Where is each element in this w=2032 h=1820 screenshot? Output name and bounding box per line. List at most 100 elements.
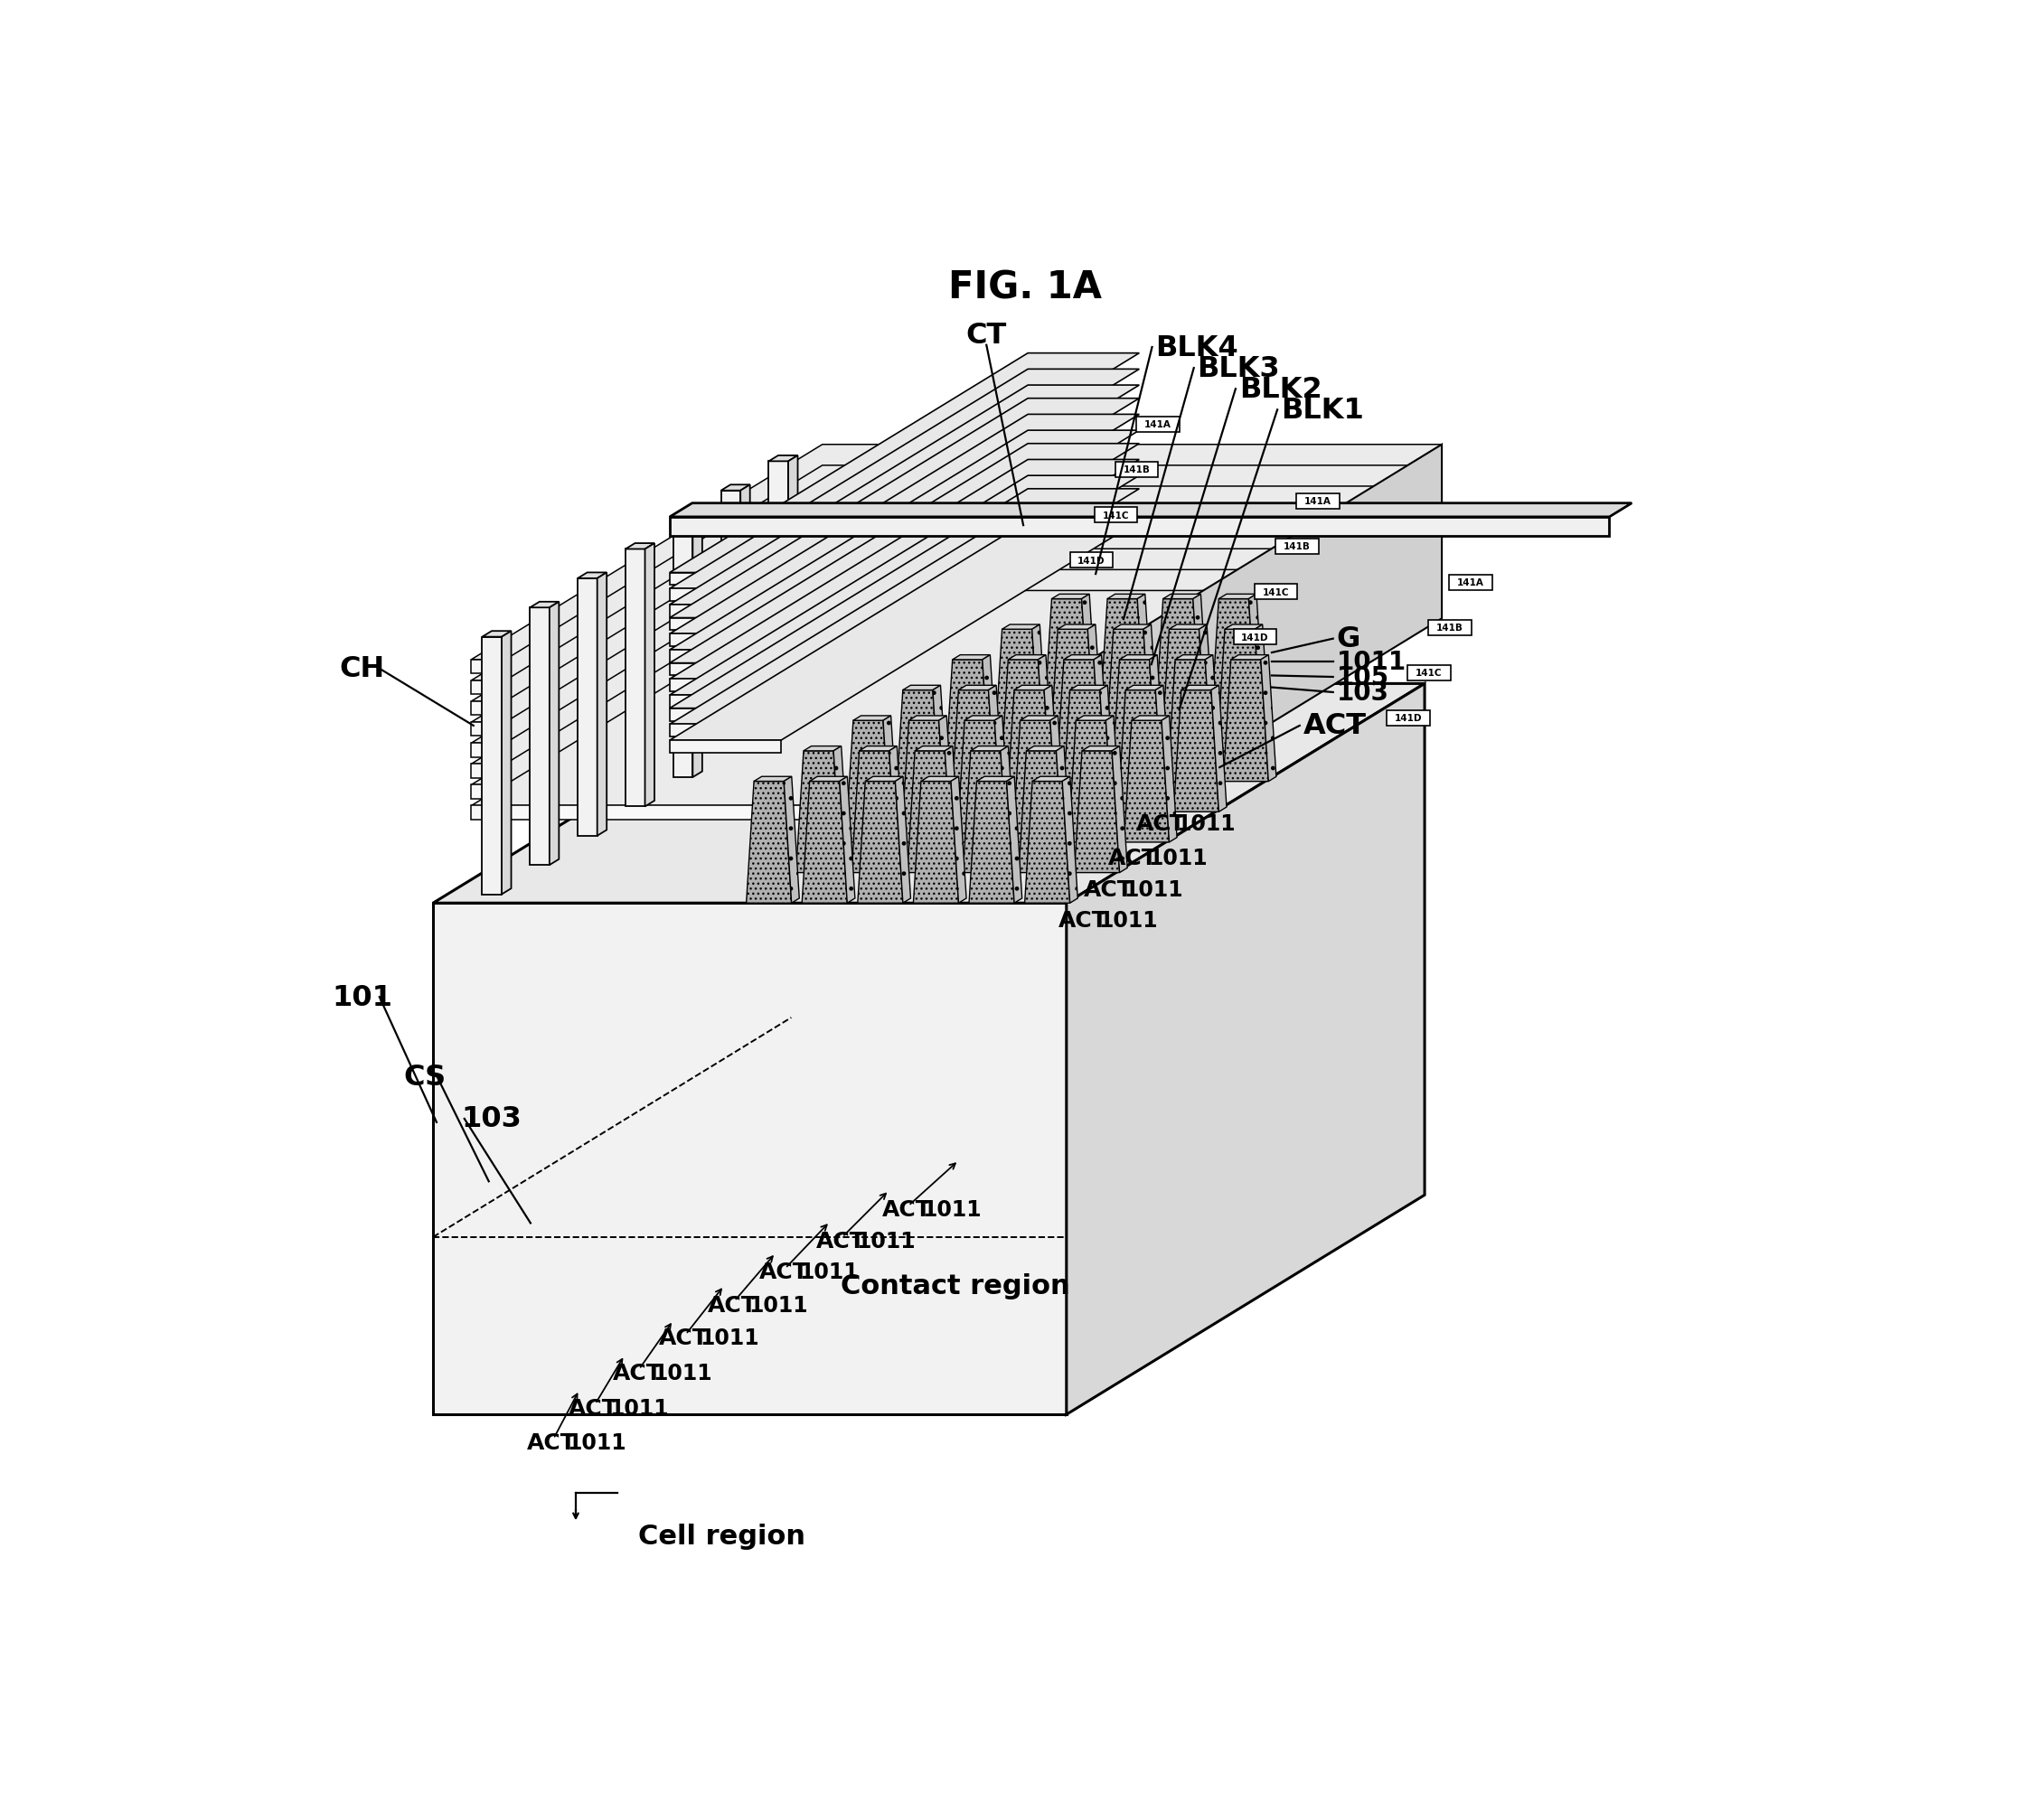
Polygon shape	[471, 744, 1091, 757]
Polygon shape	[1126, 686, 1162, 690]
Polygon shape	[471, 446, 1443, 661]
Text: 141C: 141C	[1416, 668, 1443, 677]
Polygon shape	[951, 777, 967, 903]
Text: 141C: 141C	[1262, 588, 1288, 597]
Text: 141D: 141D	[1394, 713, 1422, 723]
Polygon shape	[549, 602, 559, 866]
Polygon shape	[908, 717, 947, 721]
Polygon shape	[1211, 686, 1227, 812]
Polygon shape	[945, 661, 990, 783]
Polygon shape	[671, 604, 780, 617]
Polygon shape	[1051, 717, 1065, 843]
Bar	[1386, 712, 1431, 726]
Text: 141A: 141A	[1144, 420, 1170, 430]
Polygon shape	[1069, 721, 1114, 843]
Polygon shape	[671, 399, 1140, 619]
Text: ACT: ACT	[1059, 910, 1107, 932]
Polygon shape	[1174, 690, 1219, 812]
Polygon shape	[626, 550, 644, 806]
Polygon shape	[959, 686, 996, 690]
Polygon shape	[530, 602, 559, 608]
Polygon shape	[1063, 777, 1077, 903]
Polygon shape	[1093, 655, 1109, 783]
Polygon shape	[1174, 655, 1213, 661]
Text: ACT: ACT	[658, 1327, 709, 1349]
Bar	[1095, 508, 1138, 522]
Polygon shape	[671, 573, 780, 586]
Text: 105: 105	[1337, 664, 1390, 690]
Polygon shape	[433, 903, 1067, 1414]
Polygon shape	[1044, 599, 1089, 721]
Text: 1011: 1011	[1148, 848, 1207, 870]
Polygon shape	[577, 579, 597, 835]
Polygon shape	[1051, 630, 1095, 752]
Text: BLK1: BLK1	[1280, 397, 1363, 424]
Text: ACT: ACT	[569, 1396, 618, 1418]
Polygon shape	[671, 619, 780, 632]
Polygon shape	[673, 515, 703, 521]
Polygon shape	[746, 783, 792, 903]
Text: 141D: 141D	[1242, 633, 1268, 642]
Polygon shape	[1065, 655, 1101, 661]
Polygon shape	[471, 764, 1091, 779]
Polygon shape	[1057, 661, 1101, 783]
Polygon shape	[471, 570, 1443, 784]
Polygon shape	[502, 632, 512, 895]
Polygon shape	[671, 590, 780, 602]
Bar	[1136, 417, 1179, 433]
Text: 1011: 1011	[567, 1432, 626, 1454]
Polygon shape	[912, 783, 959, 903]
Bar	[1233, 630, 1276, 644]
Polygon shape	[1032, 777, 1071, 783]
Polygon shape	[1231, 655, 1268, 661]
Text: 1011: 1011	[799, 1261, 858, 1283]
Polygon shape	[671, 724, 780, 737]
Text: 103: 103	[461, 1105, 522, 1134]
Polygon shape	[721, 491, 740, 748]
Polygon shape	[671, 664, 780, 675]
Polygon shape	[803, 783, 847, 903]
Text: BLK4: BLK4	[1156, 333, 1237, 362]
Polygon shape	[1059, 624, 1095, 630]
Polygon shape	[1000, 746, 1016, 874]
Polygon shape	[671, 521, 1140, 741]
Text: 1011: 1011	[1124, 879, 1183, 901]
Text: 1011: 1011	[652, 1361, 713, 1383]
Polygon shape	[853, 717, 890, 721]
Polygon shape	[671, 504, 1632, 517]
Polygon shape	[1091, 446, 1443, 834]
Polygon shape	[721, 486, 750, 491]
Polygon shape	[809, 777, 847, 783]
Polygon shape	[482, 632, 512, 637]
Polygon shape	[1132, 717, 1168, 721]
Bar	[1071, 553, 1114, 568]
Text: 141B: 141B	[1124, 466, 1150, 475]
Polygon shape	[933, 686, 949, 812]
Polygon shape	[1006, 777, 1022, 903]
Text: 1011: 1011	[1099, 910, 1158, 932]
Bar	[1428, 621, 1471, 635]
Polygon shape	[1044, 686, 1059, 812]
Polygon shape	[797, 752, 841, 874]
Text: BLK2: BLK2	[1240, 375, 1323, 404]
Bar	[1449, 575, 1491, 590]
Polygon shape	[673, 521, 693, 777]
Polygon shape	[977, 777, 1014, 783]
Text: 1011: 1011	[1337, 650, 1406, 675]
Text: ACT: ACT	[817, 1230, 866, 1252]
Text: FIG. 1A: FIG. 1A	[947, 269, 1101, 308]
Polygon shape	[1073, 460, 1388, 668]
Polygon shape	[1144, 624, 1158, 752]
Text: 141B: 141B	[1284, 542, 1311, 551]
Polygon shape	[1038, 655, 1053, 783]
Polygon shape	[1254, 624, 1270, 752]
Polygon shape	[1024, 783, 1071, 903]
Polygon shape	[768, 462, 788, 719]
Polygon shape	[1168, 661, 1213, 783]
Polygon shape	[896, 777, 910, 903]
Text: 1011: 1011	[1177, 814, 1235, 834]
Polygon shape	[1162, 717, 1177, 843]
Polygon shape	[1008, 655, 1046, 661]
Polygon shape	[671, 415, 1140, 635]
Text: Contact region: Contact region	[841, 1272, 1069, 1299]
